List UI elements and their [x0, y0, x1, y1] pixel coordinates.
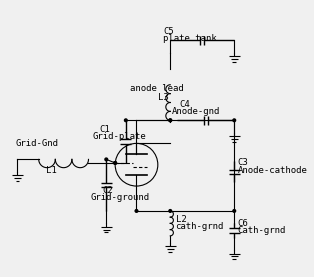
Text: L1: L1	[46, 166, 57, 175]
Circle shape	[169, 119, 171, 122]
Circle shape	[135, 210, 138, 212]
Text: C1: C1	[99, 125, 110, 134]
Text: L2: L2	[176, 215, 186, 224]
Circle shape	[233, 119, 236, 122]
Circle shape	[114, 161, 116, 164]
Text: L3: L3	[158, 93, 169, 102]
Text: C6: C6	[238, 219, 249, 228]
Text: C2: C2	[103, 186, 113, 195]
Text: plate tank: plate tank	[163, 34, 217, 43]
Circle shape	[124, 119, 127, 122]
Text: Grid-ground: Grid-ground	[90, 193, 149, 202]
Text: Anode-gnd: Anode-gnd	[172, 107, 220, 116]
Text: Cath-grnd: Cath-grnd	[238, 226, 286, 235]
Circle shape	[105, 158, 108, 161]
Text: C4: C4	[179, 100, 190, 109]
Circle shape	[233, 210, 236, 212]
Text: Grid-plate: Grid-plate	[92, 132, 146, 141]
Text: anode lead: anode lead	[130, 84, 184, 93]
Circle shape	[169, 119, 171, 122]
Text: C5: C5	[163, 27, 174, 36]
Circle shape	[169, 210, 171, 212]
Text: C3: C3	[238, 158, 249, 167]
Text: Grid-Gnd: Grid-Gnd	[16, 139, 59, 148]
Text: cath-grnd: cath-grnd	[176, 222, 224, 232]
Circle shape	[114, 161, 116, 164]
Text: Anode-cathode: Anode-cathode	[238, 166, 308, 175]
